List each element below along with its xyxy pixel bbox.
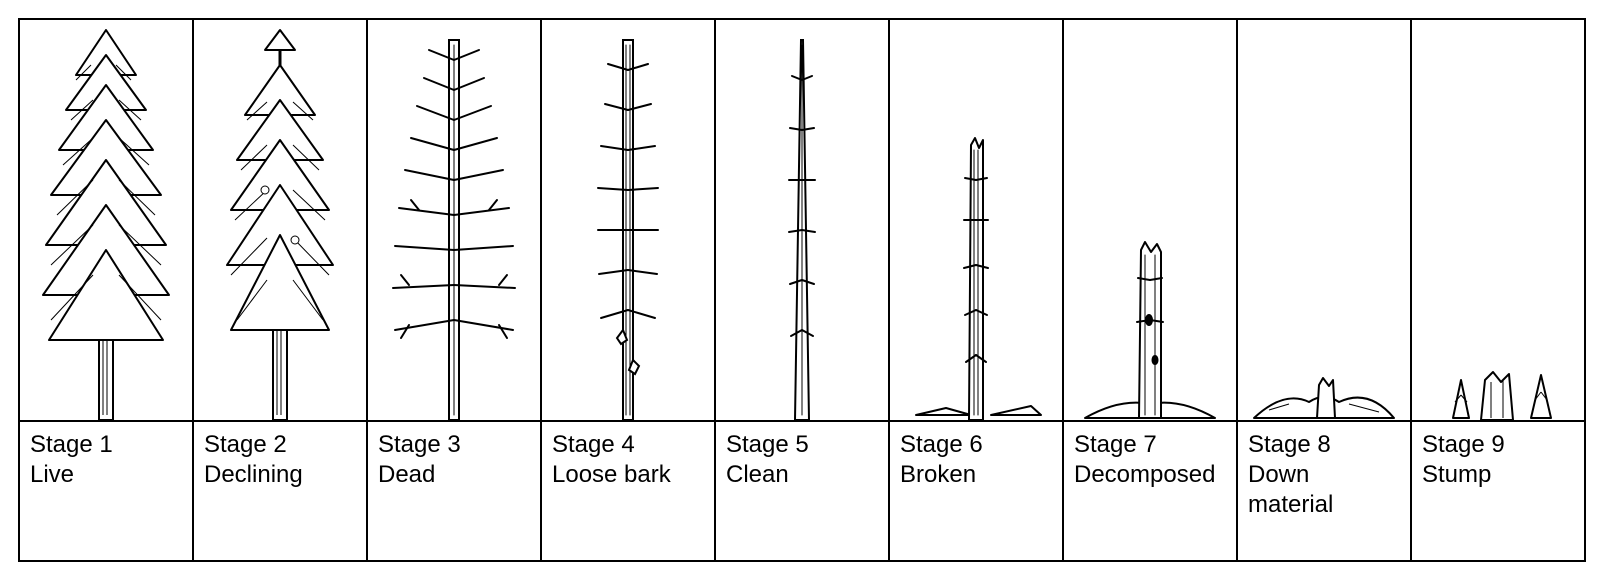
stage-label-2: Stage 2 Declining (194, 422, 366, 560)
stage-cell-6: Stage 6 Broken (888, 20, 1062, 560)
broken-snag-icon (890, 20, 1062, 420)
stage-number: Stage 8 (1248, 430, 1400, 460)
stage-label-5: Stage 5 Clean (716, 422, 888, 560)
decay-stages-grid: Stage 1 Live (18, 18, 1586, 562)
stage-name: Broken (900, 460, 1052, 490)
down-material-icon (1238, 20, 1410, 420)
stage-illustration-4 (542, 20, 714, 422)
stage-illustration-3 (368, 20, 540, 422)
stage-illustration-6 (890, 20, 1062, 422)
stage-number: Stage 9 (1422, 430, 1574, 460)
stage-number: Stage 2 (204, 430, 356, 460)
stage-name: Dead (378, 460, 530, 490)
loose-bark-tree-icon (542, 20, 714, 420)
stage-illustration-7 (1064, 20, 1236, 422)
decomposed-snag-icon (1064, 20, 1236, 420)
stump-icon (1412, 20, 1584, 420)
stage-illustration-5 (716, 20, 888, 422)
stage-number: Stage 3 (378, 430, 530, 460)
stage-label-6: Stage 6 Broken (890, 422, 1062, 560)
clean-snag-icon (716, 20, 888, 420)
stage-number: Stage 4 (552, 430, 704, 460)
live-tree-icon (20, 20, 192, 420)
stage-illustration-8 (1238, 20, 1410, 422)
stage-number: Stage 7 (1074, 430, 1226, 460)
dead-tree-icon (368, 20, 540, 420)
stage-illustration-2 (194, 20, 366, 422)
declining-tree-icon (194, 20, 366, 420)
stage-illustration-1 (20, 20, 192, 422)
stage-cell-4: Stage 4 Loose bark (540, 20, 714, 560)
stage-label-4: Stage 4 Loose bark (542, 422, 714, 560)
stage-label-9: Stage 9 Stump (1412, 422, 1584, 560)
stage-name: Decomposed (1074, 460, 1226, 490)
stage-label-7: Stage 7 Decomposed (1064, 422, 1236, 560)
stage-label-1: Stage 1 Live (20, 422, 192, 560)
stage-label-3: Stage 3 Dead (368, 422, 540, 560)
stage-label-8: Stage 8 Down material (1238, 422, 1410, 560)
stage-cell-3: Stage 3 Dead (366, 20, 540, 560)
stage-cell-8: Stage 8 Down material (1236, 20, 1410, 560)
stage-name: Live (30, 460, 182, 490)
stage-cell-9: Stage 9 Stump (1410, 20, 1584, 560)
stage-cell-7: Stage 7 Decomposed (1062, 20, 1236, 560)
stage-cell-5: Stage 5 Clean (714, 20, 888, 560)
stage-name: Declining (204, 460, 356, 490)
stage-name: Stump (1422, 460, 1574, 490)
stage-number: Stage 1 (30, 430, 182, 460)
stage-name: Loose bark (552, 460, 704, 490)
stage-cell-2: Stage 2 Declining (192, 20, 366, 560)
stage-name: Clean (726, 460, 878, 490)
stage-number: Stage 6 (900, 430, 1052, 460)
stage-cell-1: Stage 1 Live (20, 20, 192, 560)
stage-name: Down material (1248, 460, 1400, 520)
stage-illustration-9 (1412, 20, 1584, 422)
stage-number: Stage 5 (726, 430, 878, 460)
